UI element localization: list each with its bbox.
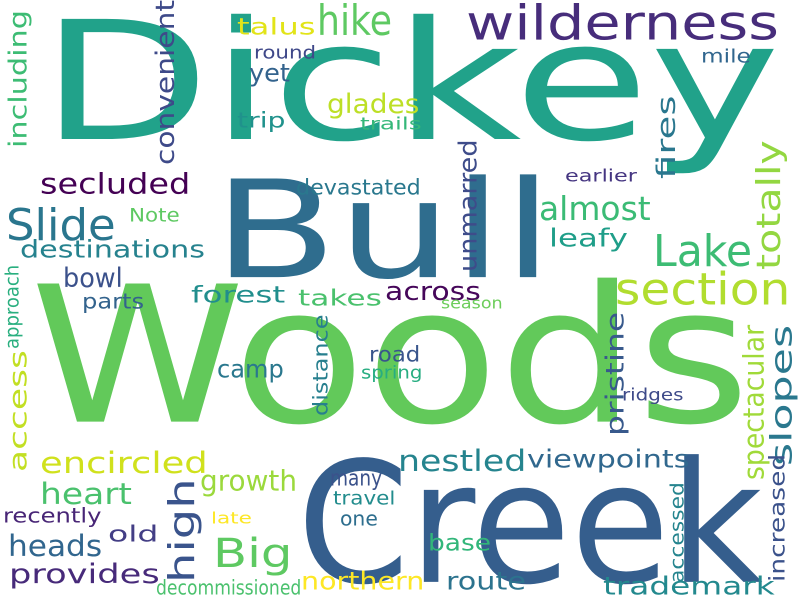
word-late: late	[211, 509, 252, 528]
word-secluded: secluded	[40, 167, 191, 201]
word-talus: talus	[237, 13, 316, 41]
word-wilderness: wilderness	[466, 0, 779, 52]
word-destinations: destinations	[20, 235, 205, 264]
word-approach: approach	[2, 264, 24, 349]
word-bull: Bull	[213, 151, 554, 310]
word-section: section	[615, 263, 791, 316]
word-round: round	[254, 42, 317, 63]
word-accessed: accessed	[667, 482, 689, 583]
word-pristine: pristine	[600, 311, 630, 436]
word-bowl: bowl	[63, 262, 123, 294]
word-many: many	[330, 465, 383, 491]
word-almost: almost	[539, 189, 651, 228]
word-forest: forest	[191, 281, 286, 309]
word-lake: Lake	[653, 225, 753, 277]
word-route: route	[446, 566, 526, 596]
word-season: season	[441, 294, 503, 313]
word-camp: camp	[217, 354, 284, 384]
word-hike: hike	[317, 0, 392, 46]
word-creek: Creek	[297, 426, 763, 600]
word-base: base	[428, 529, 492, 557]
word-including: including	[3, 10, 33, 149]
word-big: Big	[213, 529, 293, 577]
word-totally: totally	[749, 140, 788, 270]
word-takes: takes	[298, 285, 382, 311]
word-earlier: earlier	[565, 166, 637, 186]
word-heart: heart	[40, 477, 132, 512]
word-old: old	[108, 521, 159, 547]
word-spring: spring	[361, 362, 423, 383]
word-access: access	[3, 350, 33, 472]
word-fires: fires	[651, 95, 682, 179]
word-road: road	[369, 342, 421, 367]
word-provides: provides	[9, 558, 160, 590]
word-slide: Slide	[6, 199, 116, 251]
word-glades: glades	[327, 88, 420, 120]
word-decommissioned: decommissioned	[156, 577, 302, 600]
word-note: Note	[129, 205, 180, 227]
word-trip: trip	[237, 108, 286, 133]
word-travel: travel	[333, 488, 396, 510]
word-ridges: ridges	[622, 385, 684, 405]
word-slopes: slopes	[764, 324, 799, 466]
word-parts: parts	[82, 289, 145, 314]
word-unmarred: unmarred	[453, 139, 483, 272]
word-one: one	[340, 508, 378, 531]
word-growth: growth	[200, 464, 297, 498]
word-distance: distance	[310, 314, 333, 416]
word-recently: recently	[3, 505, 102, 528]
word-convenient: convenient	[150, 0, 181, 165]
word-woods: Woods	[30, 245, 751, 467]
word-trademark: trademark	[603, 571, 775, 600]
word-increased: increased	[765, 453, 790, 582]
word-mile: mile	[701, 46, 751, 68]
word-across: across	[385, 276, 481, 307]
word-heads: heads	[8, 529, 103, 564]
word-nestled: nestled	[398, 444, 527, 479]
word-high: high	[162, 478, 203, 583]
word-encircled: encircled	[40, 446, 208, 481]
word-northern: northern	[301, 566, 425, 596]
word-leafy: leafy	[549, 223, 628, 253]
word-dickey: Dickey	[40, 0, 781, 179]
word-viewpoints: viewpoints	[527, 444, 690, 474]
word-devastated: devastated	[296, 175, 421, 200]
word-yet: yet	[249, 58, 290, 88]
word-trails: trails	[360, 114, 422, 134]
